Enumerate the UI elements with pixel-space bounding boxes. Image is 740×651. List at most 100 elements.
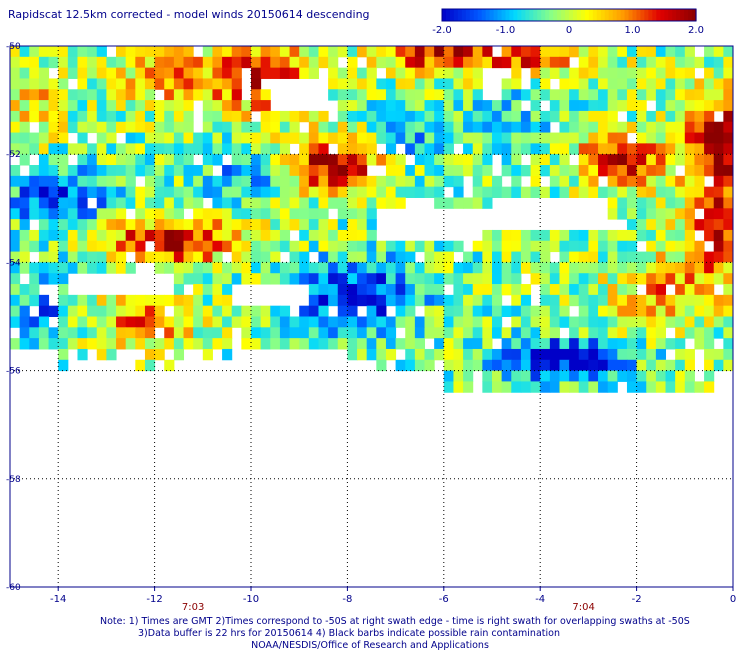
heatmap-cell — [87, 186, 98, 198]
heatmap-cell — [549, 284, 560, 296]
heatmap-cell — [212, 143, 223, 155]
heatmap-cell — [472, 294, 483, 307]
colorbar-segment — [652, 9, 657, 21]
heatmap-cell — [270, 327, 281, 339]
heatmap-cell — [569, 316, 580, 328]
heatmap-cell — [308, 154, 319, 166]
heatmap-cell — [289, 327, 300, 339]
heatmap-cell — [569, 348, 580, 361]
heatmap-cell — [251, 251, 262, 263]
heatmap-cell — [58, 154, 69, 166]
heatmap-cell — [424, 46, 435, 58]
heatmap-cell — [48, 100, 59, 112]
heatmap-cell — [106, 348, 117, 361]
heatmap-cell — [684, 56, 695, 69]
heatmap-cell — [154, 262, 165, 274]
heatmap-cell — [260, 305, 271, 317]
heatmap-cell — [251, 186, 262, 198]
heatmap-cell — [183, 316, 194, 328]
heatmap-cell — [520, 359, 532, 372]
heatmap-cell — [308, 338, 319, 350]
heatmap-cell — [646, 305, 657, 317]
heatmap-cell — [598, 316, 609, 328]
heatmap-cell — [67, 175, 78, 188]
heatmap-cell — [376, 359, 387, 372]
heatmap-cell — [125, 67, 136, 79]
heatmap-cell — [501, 370, 512, 382]
heatmap-cell — [289, 219, 300, 231]
heatmap-cell — [713, 208, 724, 220]
heatmap-cell — [549, 89, 560, 101]
heatmap-cell — [405, 262, 416, 274]
heatmap-cell — [135, 251, 146, 263]
heatmap-cell — [77, 348, 88, 361]
heatmap-cell — [222, 240, 233, 253]
heatmap-cell — [366, 262, 377, 274]
colorbar-segment — [533, 9, 538, 21]
heatmap-cell — [443, 110, 454, 123]
heatmap-cell — [19, 305, 30, 317]
heatmap-cell — [626, 197, 638, 209]
heatmap-cell — [723, 175, 734, 188]
heatmap-cell — [58, 78, 69, 90]
heatmap-cell — [588, 89, 599, 101]
heatmap-cell — [125, 175, 136, 188]
heatmap-cell — [318, 121, 329, 134]
heatmap-cell — [694, 186, 705, 198]
heatmap-cell — [87, 208, 98, 220]
heatmap-cell — [675, 240, 686, 253]
heatmap-cell — [540, 348, 551, 361]
heatmap-cell — [231, 262, 242, 274]
heatmap-cell — [405, 89, 416, 101]
heatmap-cell — [154, 338, 165, 350]
heatmap-cell — [646, 186, 657, 198]
heatmap-cell — [704, 219, 715, 231]
heatmap-cell — [675, 78, 686, 90]
heatmap-cell — [540, 316, 551, 328]
heatmap-cell — [308, 197, 319, 209]
heatmap-cell — [665, 197, 676, 209]
heatmap-cell — [328, 327, 339, 339]
heatmap-cell — [164, 316, 175, 328]
heatmap-cell — [414, 294, 426, 307]
heatmap-cell — [164, 197, 175, 209]
heatmap-cell — [520, 251, 532, 263]
heatmap-cell — [424, 305, 435, 317]
heatmap-cell — [414, 132, 426, 144]
heatmap-cell — [617, 273, 628, 285]
heatmap-cell — [173, 240, 185, 253]
heatmap-cell — [366, 294, 377, 307]
heatmap-cell — [472, 175, 483, 188]
heatmap-cell — [366, 175, 377, 188]
heatmap-cell — [424, 284, 435, 296]
heatmap-cell — [308, 284, 319, 296]
heatmap-cell — [125, 316, 136, 328]
heatmap-cell — [540, 110, 551, 123]
heatmap-cell — [549, 100, 560, 112]
heatmap-cell — [125, 197, 136, 209]
heatmap-cell — [723, 121, 734, 134]
heatmap-cell — [173, 132, 185, 144]
heatmap-cell — [443, 165, 454, 177]
heatmap-cell — [193, 143, 204, 155]
heatmap-cell — [366, 89, 377, 101]
heatmap-cell — [414, 186, 426, 198]
colorbar-segment — [517, 9, 522, 21]
heatmap-cell — [463, 132, 474, 144]
colorbar-segment — [461, 9, 467, 21]
heatmap-cell — [443, 67, 454, 79]
heatmap-cell — [607, 262, 618, 274]
heatmap-cell — [405, 348, 416, 361]
heatmap-cell — [723, 46, 734, 58]
heatmap-cell — [19, 327, 30, 339]
heatmap-cell — [569, 338, 580, 350]
heatmap-cell — [96, 348, 107, 361]
heatmap-cell — [626, 89, 638, 101]
heatmap-cell — [501, 359, 512, 372]
heatmap-cell — [87, 294, 98, 307]
heatmap-cell — [665, 262, 676, 274]
heatmap-cell — [279, 154, 291, 166]
heatmap-cell — [694, 251, 705, 263]
heatmap-cell — [144, 67, 156, 79]
heatmap-cell — [260, 132, 271, 144]
